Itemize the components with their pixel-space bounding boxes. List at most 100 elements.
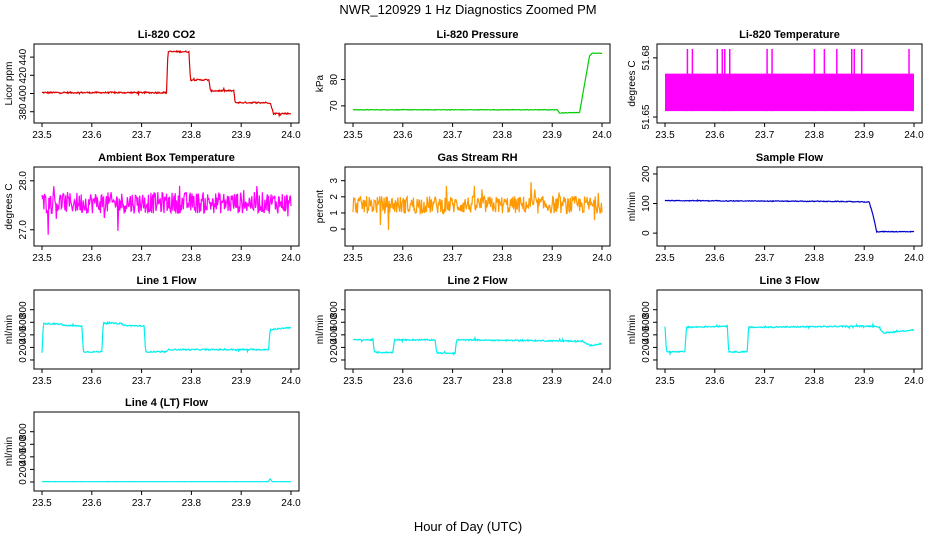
x-tick-label: 23.9 [542,130,562,141]
x-tick-label: 23.9 [231,130,251,141]
x-tick-label: 23.6 [393,130,413,141]
series-line [41,185,292,235]
panel-title: Line 3 Flow [760,275,820,287]
y-axis-label: percent [315,190,326,224]
y-tick-label: 420 [18,67,29,84]
plot-frame [656,289,923,370]
chart-panel-7: Line 1 Flow 23.5 23.6 23.7 23.8 23.9 24.0 02004… [4,275,301,387]
panel-title: Line 4 (LT) Flow [125,397,208,409]
y-tick-label: 28.0 [18,171,29,191]
panel-title: Line 2 Flow [448,275,508,287]
x-tick-label: 24.0 [592,253,612,264]
y-tick-label: 600 [18,435,29,452]
x-tick-label: 23.6 [705,253,725,264]
series-1 [352,335,603,356]
x-tick-label: 23.9 [231,498,251,509]
chart-panel-6: Sample Flow 23.5 23.6 23.7 23.8 23.9 24.0 0 100 2… [627,152,924,264]
series-line [352,335,603,356]
panel-title: Li-820 CO2 [138,29,195,41]
y-axis-label: ml/min [315,315,326,344]
plot-frame [344,166,611,247]
x-tick-label: 23.8 [182,130,202,141]
y-tick-label: 200 [641,165,652,182]
x-tick-label: 23.8 [805,376,825,387]
series-1 [352,52,603,114]
y-tick-label: 0 [329,226,340,232]
series-band [665,73,914,112]
x-tick-label: 23.7 [443,253,463,264]
series-line [352,52,603,114]
plot-frame [33,411,300,492]
chart-panel-4: Ambient Box Temperature 23.5 23.6 23.7 23.8 2… [4,152,301,264]
x-tick-label: 23.6 [82,376,102,387]
x-tick-label: 24.0 [592,130,612,141]
x-tick-label: 23.7 [443,376,463,387]
y-tick-label: 800 [18,423,29,440]
x-tick-label: 23.5 [32,498,52,509]
x-tick-label: 23.7 [132,376,152,387]
y-tick-label: 400 [18,448,29,465]
y-tick-label: 80 [329,74,340,86]
x-tick-label: 23.9 [854,253,874,264]
x-tick-label: 23.8 [182,498,202,509]
series-line [42,49,292,118]
series-line [41,478,292,483]
y-tick-label: 1 [329,210,340,216]
y-tick-label: 3 [329,177,340,183]
chart-panel-10: Line 4 (LT) Flow 23.5 23.6 23.7 23.8 23.9 24.0… [4,397,301,509]
chart-panel-5: Gas Stream RH 23.5 23.6 23.7 23.8 23.9 24.0 0 1 2… [315,152,612,264]
y-axis-label: ml/min [4,437,15,466]
series-1 [664,199,915,234]
series-1 [665,49,914,112]
y-tick-label: 400 [641,326,652,343]
x-tick-label: 23.5 [32,253,52,264]
y-tick-label: 0 [329,357,340,363]
x-tick-label: 24.0 [281,498,301,509]
plot-frame [33,166,300,247]
chart-panel-1: Li-820 CO2 23.5 23.6 23.7 23.8 23.9 24.0 380400… [4,29,301,141]
x-tick-label: 23.7 [132,253,152,264]
y-axis-label: ml/min [4,315,15,344]
y-axis-label: ml/min [627,192,638,221]
panel-title: Gas Stream RH [437,152,517,164]
y-tick-label: 51.65 [641,104,652,129]
y-tick-label: 600 [641,313,652,330]
x-tick-label: 23.8 [493,130,513,141]
y-tick-label: 800 [18,301,29,318]
x-tick-label: 23.6 [82,130,102,141]
x-tick-label: 23.8 [493,376,513,387]
x-tick-label: 23.5 [655,253,675,264]
x-tick-label: 23.7 [755,130,775,141]
y-tick-label: 0 [18,479,29,485]
y-axis-label: degrees C [4,183,15,229]
x-tick-label: 24.0 [281,130,301,141]
series-1 [352,182,603,231]
x-tick-label: 23.9 [542,253,562,264]
series-1 [664,322,915,357]
x-tick-label: 23.6 [82,498,102,509]
plot-frame [33,289,300,370]
x-tick-label: 23.8 [182,376,202,387]
y-tick-label: 70 [329,100,340,112]
series-line [41,320,292,354]
series-1 [42,49,292,118]
x-axis-label: Hour of Day (UTC) [414,519,522,534]
x-tick-label: 23.9 [854,376,874,387]
series-1 [41,185,292,235]
series-line [664,322,915,357]
x-tick-label: 23.5 [655,376,675,387]
panel-title: Li-820 Pressure [437,29,519,41]
x-tick-label: 23.8 [493,253,513,264]
x-tick-label: 23.6 [393,253,413,264]
chart-panel-2: Li-820 Pressure 23.5 23.6 23.7 23.8 23.9 24.0 7… [315,29,612,141]
series-1 [41,478,292,483]
panel-title: Line 1 Flow [137,275,197,287]
x-tick-label: 23.9 [542,376,562,387]
x-tick-label: 23.6 [82,253,102,264]
x-tick-label: 23.6 [705,376,725,387]
y-tick-label: 51.68 [641,45,652,70]
y-tick-label: 0 [18,357,29,363]
panel-title: Sample Flow [756,152,824,164]
chart-panel-9: Line 3 Flow 23.5 23.6 23.7 23.8 23.9 24.0 02004… [627,275,924,387]
